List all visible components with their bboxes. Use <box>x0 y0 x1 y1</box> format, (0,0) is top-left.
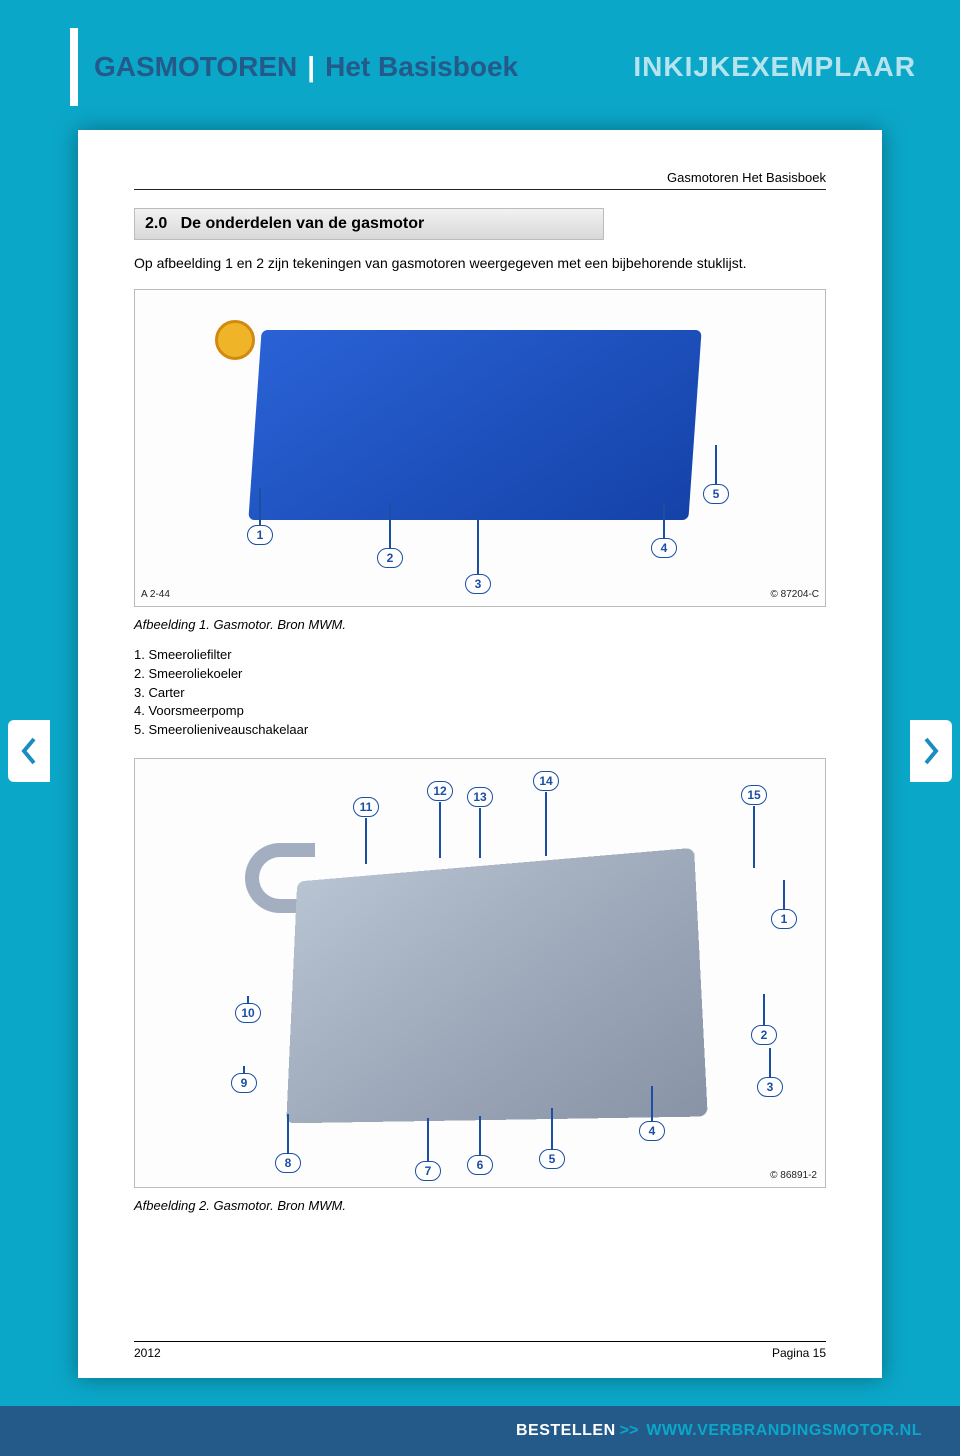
parts-list-item: 3. Carter <box>134 684 826 703</box>
callout-leader <box>551 1108 553 1150</box>
callout-bubble: 6 <box>467 1155 493 1175</box>
callout-bubble: 10 <box>235 1003 261 1023</box>
figure2-label-right: © 86891-2 <box>770 1170 817 1181</box>
chevron-right-icon <box>922 736 940 766</box>
parts-list: 1. Smeeroliefilter2. Smeeroliekoeler3. C… <box>134 646 826 740</box>
callout-bubble: 9 <box>231 1073 257 1093</box>
parts-list-item: 1. Smeeroliefilter <box>134 646 826 665</box>
footer-bar: BESTELLEN >> WWW.VERBRANDINGSMOTOR.NL <box>0 1406 960 1456</box>
callout-leader <box>287 1114 289 1154</box>
callout-leader <box>479 1116 481 1156</box>
figure1-label-right: © 87204-C <box>770 589 819 600</box>
callout-bubble: 1 <box>771 909 797 929</box>
callout-bubble: 14 <box>533 771 559 791</box>
callout-leader <box>769 1048 771 1078</box>
callout-bubble: 5 <box>703 484 729 504</box>
callout-leader <box>479 808 481 858</box>
foot-page: Pagina 15 <box>772 1346 826 1360</box>
callout-leader <box>439 802 441 858</box>
header-title-sub: Het Basisboek <box>325 51 518 83</box>
section-title: De onderdelen van de gasmotor <box>181 215 425 232</box>
callout-bubble: 8 <box>275 1153 301 1173</box>
order-link[interactable]: BESTELLEN <box>516 1422 616 1440</box>
chevrons-icon: >> <box>620 1422 639 1440</box>
callout-leader <box>663 503 665 539</box>
parts-list-item: 5. Smeerolieniveauschakelaar <box>134 721 826 740</box>
callout-bubble: 3 <box>465 574 491 594</box>
engine2-illustration <box>286 848 708 1124</box>
callout-leader <box>243 1066 245 1074</box>
callout-bubble: 4 <box>639 1121 665 1141</box>
section-heading: 2.0 De onderdelen van de gasmotor <box>134 208 604 240</box>
document-page: Gasmotoren Het Basisboek 2.0 De onderdel… <box>78 130 882 1378</box>
callout-leader <box>259 488 261 526</box>
chevron-left-icon <box>20 736 38 766</box>
callout-bubble: 13 <box>467 787 493 807</box>
callout-bubble: 5 <box>539 1149 565 1169</box>
figure-2: © 86891-2 111213141512345678910 <box>134 758 826 1188</box>
header-accent-bar <box>70 28 78 106</box>
engine-flange-icon <box>215 320 255 360</box>
page-footer: 2012 Pagina 15 <box>134 1341 826 1360</box>
figure2-caption: Afbeelding 2. Gasmotor. Bron MWM. <box>134 1198 826 1213</box>
prev-page-button[interactable] <box>8 720 50 782</box>
callout-bubble: 15 <box>741 785 767 805</box>
header-separator: | <box>307 51 315 83</box>
callout-bubble: 4 <box>651 538 677 558</box>
callout-leader <box>389 503 391 549</box>
figure1-caption: Afbeelding 1. Gasmotor. Bron MWM. <box>134 617 826 632</box>
figure-1: A 2-44 © 87204-C 1 2 3 4 5 <box>134 289 826 607</box>
foot-year: 2012 <box>134 1346 161 1360</box>
callout-bubble: 2 <box>751 1025 777 1045</box>
callout-leader <box>753 806 755 868</box>
header-bar: GASMOTOREN | Het Basisboek INKIJKEXEMPLA… <box>0 28 960 106</box>
callout-bubble: 11 <box>353 797 379 817</box>
callout-bubble: 3 <box>757 1077 783 1097</box>
callout-bubble: 12 <box>427 781 453 801</box>
section-number: 2.0 <box>145 215 167 232</box>
engine-illustration <box>248 330 701 520</box>
callout-leader <box>715 445 717 485</box>
callout-leader <box>763 994 765 1026</box>
intro-paragraph: Op afbeelding 1 en 2 zijn tekeningen van… <box>134 254 826 273</box>
callout-bubble: 2 <box>377 548 403 568</box>
callout-leader <box>783 880 785 910</box>
header-watermark: INKIJKEXEMPLAAR <box>633 51 916 83</box>
parts-list-item: 2. Smeeroliekoeler <box>134 665 826 684</box>
figure1-label-left: A 2-44 <box>141 589 170 600</box>
next-page-button[interactable] <box>910 720 952 782</box>
callout-bubble: 7 <box>415 1161 441 1181</box>
callout-leader <box>247 996 249 1004</box>
callout-leader <box>651 1086 653 1122</box>
footer-url[interactable]: WWW.VERBRANDINGSMOTOR.NL <box>646 1422 922 1440</box>
callout-leader <box>477 517 479 575</box>
callout-bubble: 1 <box>247 525 273 545</box>
header-title-main: GASMOTOREN <box>94 51 297 83</box>
callout-leader <box>427 1118 429 1162</box>
callout-leader <box>545 792 547 856</box>
parts-list-item: 4. Voorsmeerpomp <box>134 702 826 721</box>
callout-leader <box>365 818 367 864</box>
running-head: Gasmotoren Het Basisboek <box>134 170 826 190</box>
